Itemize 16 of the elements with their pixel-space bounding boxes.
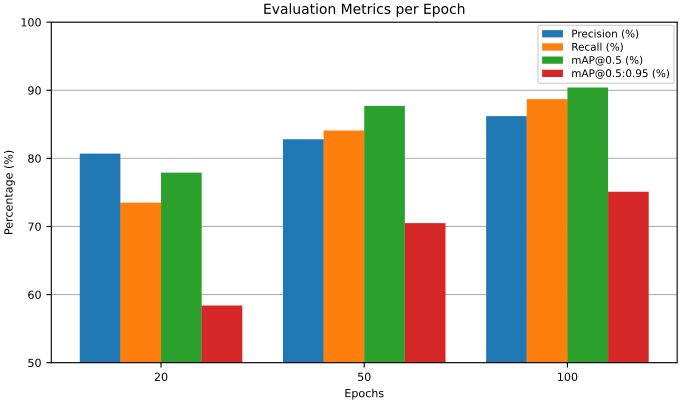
y-tick-label: 70 xyxy=(28,222,41,231)
x-tick-label: 20 xyxy=(154,372,168,382)
y-tick-label: 80 xyxy=(28,154,41,163)
legend-label: mAP@0.5 (%) xyxy=(572,56,642,66)
y-tick-label: 50 xyxy=(28,358,41,368)
y-tick-label: 60 xyxy=(28,290,41,299)
y-tick-label: 90 xyxy=(28,86,41,95)
legend-label: Precision (%) xyxy=(572,29,638,39)
legend-label: Recall (%) xyxy=(572,42,623,52)
y-tick-label: 100 xyxy=(22,18,41,27)
x-axis-title: Epochs xyxy=(345,388,384,400)
x-tick-label: 100 xyxy=(558,372,578,382)
x-tick-label: 50 xyxy=(358,372,371,382)
legend-label: mAP@0.5:0.95 (%) xyxy=(572,69,669,79)
y-axis-title: Percentage (%) xyxy=(4,150,15,234)
chart-title: Evaluation Metrics per Epoch xyxy=(264,3,464,17)
